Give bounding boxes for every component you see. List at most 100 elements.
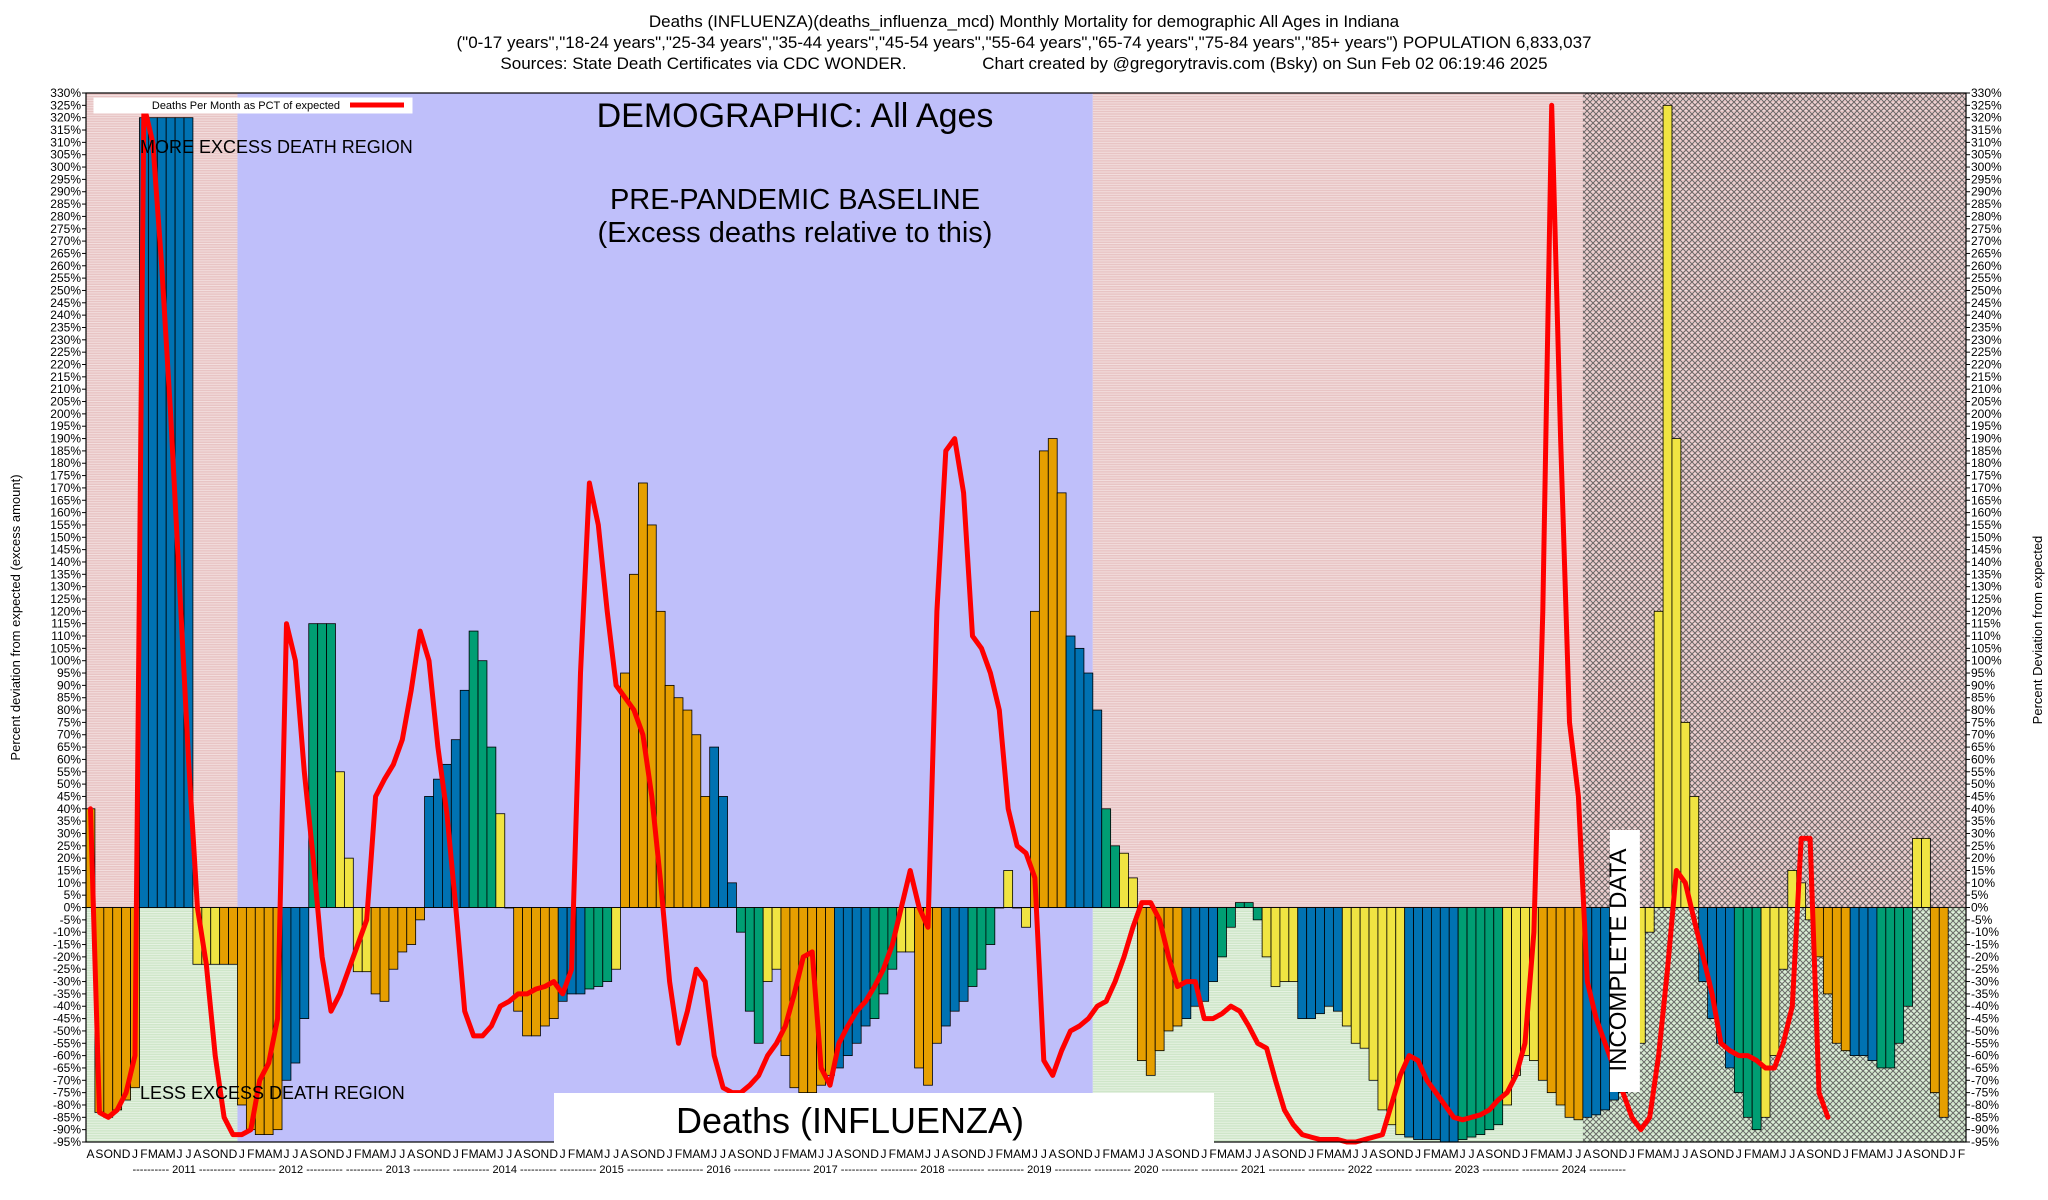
bar [540, 907, 550, 1027]
y-tick-label-left: -50% [53, 1024, 81, 1038]
x-month-label: J [925, 1147, 931, 1161]
bar [1083, 672, 1094, 908]
y-tick-label-right: 20% [1971, 851, 1995, 865]
legend-label: Deaths Per Month as PCT of expected [152, 100, 340, 112]
bar [1662, 104, 1673, 908]
bar [1849, 907, 1860, 1057]
x-month-label: J [667, 1147, 673, 1161]
bar [1876, 907, 1887, 1069]
x-month-label: F [996, 1147, 1003, 1161]
y-tick-label-left: 290% [50, 185, 81, 199]
x-month-label: O [1921, 1147, 1930, 1161]
bar [629, 573, 639, 908]
bar [593, 907, 604, 987]
y-tick-label-right: -45% [1971, 1012, 1999, 1026]
x-month-label: D [1939, 1147, 1948, 1161]
y-tick-label-right: 105% [1971, 641, 2002, 655]
bar [388, 907, 399, 970]
baseline-label-line-1: PRE-PANDEMIC BASELINE [610, 184, 980, 216]
x-month-label: N [1717, 1147, 1726, 1161]
y-tick-label-left: 5% [64, 888, 82, 902]
pct-of-expected-line [88, 102, 1831, 1145]
x-month-label: J [1362, 1147, 1368, 1161]
x-month-label: S [95, 1147, 103, 1161]
bar [1921, 838, 1931, 908]
y-tick-label-left: 210% [50, 382, 81, 396]
y-tick-label-left: 215% [50, 370, 81, 384]
y-tick-label-right: 215% [1971, 370, 2002, 384]
x-year-label: ---------- 2011 ---------- [132, 1164, 235, 1176]
bar [424, 796, 434, 908]
x-month-label: N [754, 1147, 763, 1161]
x-month-label: M [1876, 1147, 1886, 1161]
y-tick-label-left: 100% [50, 654, 81, 668]
x-month-label: F [1316, 1147, 1323, 1161]
x-month-label: A [1013, 1147, 1021, 1161]
bar [638, 482, 648, 908]
x-month-label: A [1369, 1147, 1377, 1161]
y-tick-label-left: 180% [50, 456, 81, 470]
bar [923, 907, 933, 1086]
metric-label: Deaths (INFLUENZA) [676, 1100, 1024, 1141]
x-month-label: A [1049, 1147, 1057, 1161]
y-tick-label-left: 305% [50, 148, 81, 162]
x-month-label: A [514, 1147, 522, 1161]
y-tick-label-left: 135% [50, 567, 81, 581]
bar [326, 623, 336, 908]
bar [940, 907, 951, 1027]
x-month-label: J [1887, 1147, 1893, 1161]
chart-title-line-1: Deaths (INFLUENZA)(deaths_influenza_mcd)… [648, 12, 1400, 31]
x-month-label: A [86, 1147, 94, 1161]
y-tick-label-left: 275% [50, 222, 81, 236]
y-tick-label-left: -65% [53, 1061, 81, 1075]
x-month-label: J [613, 1147, 619, 1161]
x-month-label: F [1209, 1147, 1216, 1161]
y-tick-label-left: 190% [50, 432, 81, 446]
x-month-label: A [1762, 1147, 1770, 1161]
bar [1769, 907, 1780, 1057]
x-month-label: J [177, 1147, 183, 1161]
y-tick-label-right: -20% [1971, 950, 1999, 964]
bar [673, 697, 684, 908]
y-tick-label-left: 165% [50, 493, 81, 507]
x-month-label: A [300, 1147, 308, 1161]
bar [317, 623, 327, 908]
x-month-label: S [1378, 1147, 1386, 1161]
y-tick-label-left: -95% [53, 1135, 81, 1149]
bar [905, 907, 916, 953]
y-tick-label-right: 195% [1971, 419, 2002, 433]
bar [575, 907, 586, 995]
y-tick-label-right: 190% [1971, 432, 2002, 446]
x-month-label: M [379, 1147, 389, 1161]
bar [1056, 492, 1067, 908]
bar [825, 907, 835, 1076]
x-month-label: N [1930, 1147, 1939, 1161]
x-month-label: S [1913, 1147, 1921, 1161]
y-tick-label-right: 15% [1971, 863, 1995, 877]
bar [1448, 907, 1459, 1143]
x-month-label: J [1736, 1147, 1742, 1161]
bar [433, 778, 443, 908]
chart-title-line-3: Sources: State Death Certificates via CD… [500, 54, 1548, 73]
x-month-label: O [1600, 1147, 1609, 1161]
y-tick-label-left: 140% [50, 555, 81, 569]
bar [1502, 907, 1512, 1106]
x-month-label: J [1094, 1147, 1100, 1161]
bar [1894, 907, 1905, 1044]
bar [147, 117, 158, 908]
y-tick-label-left: -55% [53, 1036, 81, 1050]
y-axis-title-right: Percent Deviation from expected [2030, 536, 2045, 725]
bar [1912, 838, 1922, 908]
x-month-label: O [211, 1147, 220, 1161]
x-year-label: ---------- 2017 ---------- [774, 1164, 878, 1176]
x-month-label: O [745, 1147, 754, 1161]
y-tick-label-left: 250% [50, 283, 81, 297]
bar [1466, 907, 1477, 1138]
bar [237, 907, 247, 1106]
bar [281, 907, 292, 1081]
x-month-label: A [1263, 1147, 1271, 1161]
y-tick-label-right: -50% [1971, 1024, 1999, 1038]
x-month-label: O [1494, 1147, 1503, 1161]
y-tick-label-left: 35% [57, 814, 81, 828]
y-tick-label-right: -55% [1971, 1036, 1999, 1050]
